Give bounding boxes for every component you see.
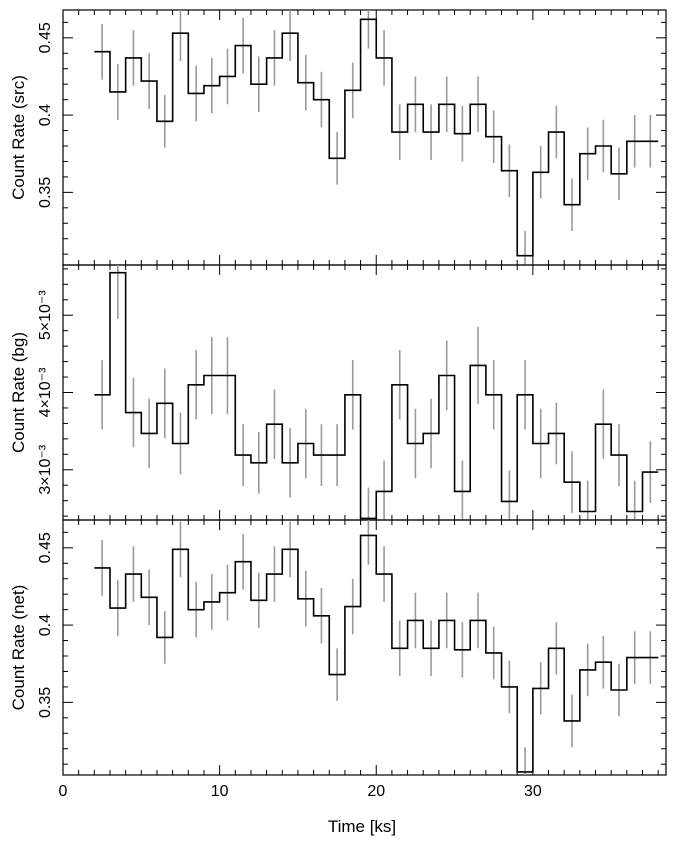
src-y-tick-label: 0.45 [37, 22, 54, 53]
bg-y-axis-label: Count Rate (bg) [9, 332, 28, 453]
net-panel: 0.35 0.4 0.45 Count Rate (net) [9, 519, 667, 776]
src-step-line [94, 18, 659, 257]
net-y-tick-label: 0.35 [37, 687, 54, 718]
src-panel: 0.35 0.4 0.45 Count Rate (src) [9, 9, 667, 266]
bg-data [94, 265, 659, 520]
net-y-axis-label: Count Rate (net) [9, 585, 28, 711]
x-tick-label: 30 [524, 783, 542, 800]
net-step-line [94, 534, 659, 773]
net-y-tick-label: 0.45 [37, 532, 54, 563]
bg-y-tick-label: 3×10⁻³ [37, 444, 54, 494]
net-frame [62, 519, 667, 776]
x-tick-label: 10 [211, 783, 229, 800]
x-tick-label: 20 [367, 783, 385, 800]
bg-panel: 3×10⁻³ 4×10⁻³ 5×10⁻³ Count Rate (bg) [9, 264, 667, 521]
src-frame [62, 9, 667, 266]
bg-step-line [94, 271, 659, 520]
bg-y-tick-label: 5×10⁻³ [37, 290, 54, 340]
x-axis-label: Time [ks] [328, 817, 396, 836]
net-data [94, 520, 659, 775]
src-y-tick-label: 0.4 [37, 104, 54, 126]
src-y-tick-label: 0.35 [37, 177, 54, 208]
src-data [94, 10, 659, 265]
x-tick-label: 0 [59, 783, 68, 800]
bg-y-tick-label: 4×10⁻³ [37, 367, 54, 417]
src-y-axis-label: Count Rate (src) [9, 75, 28, 200]
net-y-tick-label: 0.4 [37, 614, 54, 636]
